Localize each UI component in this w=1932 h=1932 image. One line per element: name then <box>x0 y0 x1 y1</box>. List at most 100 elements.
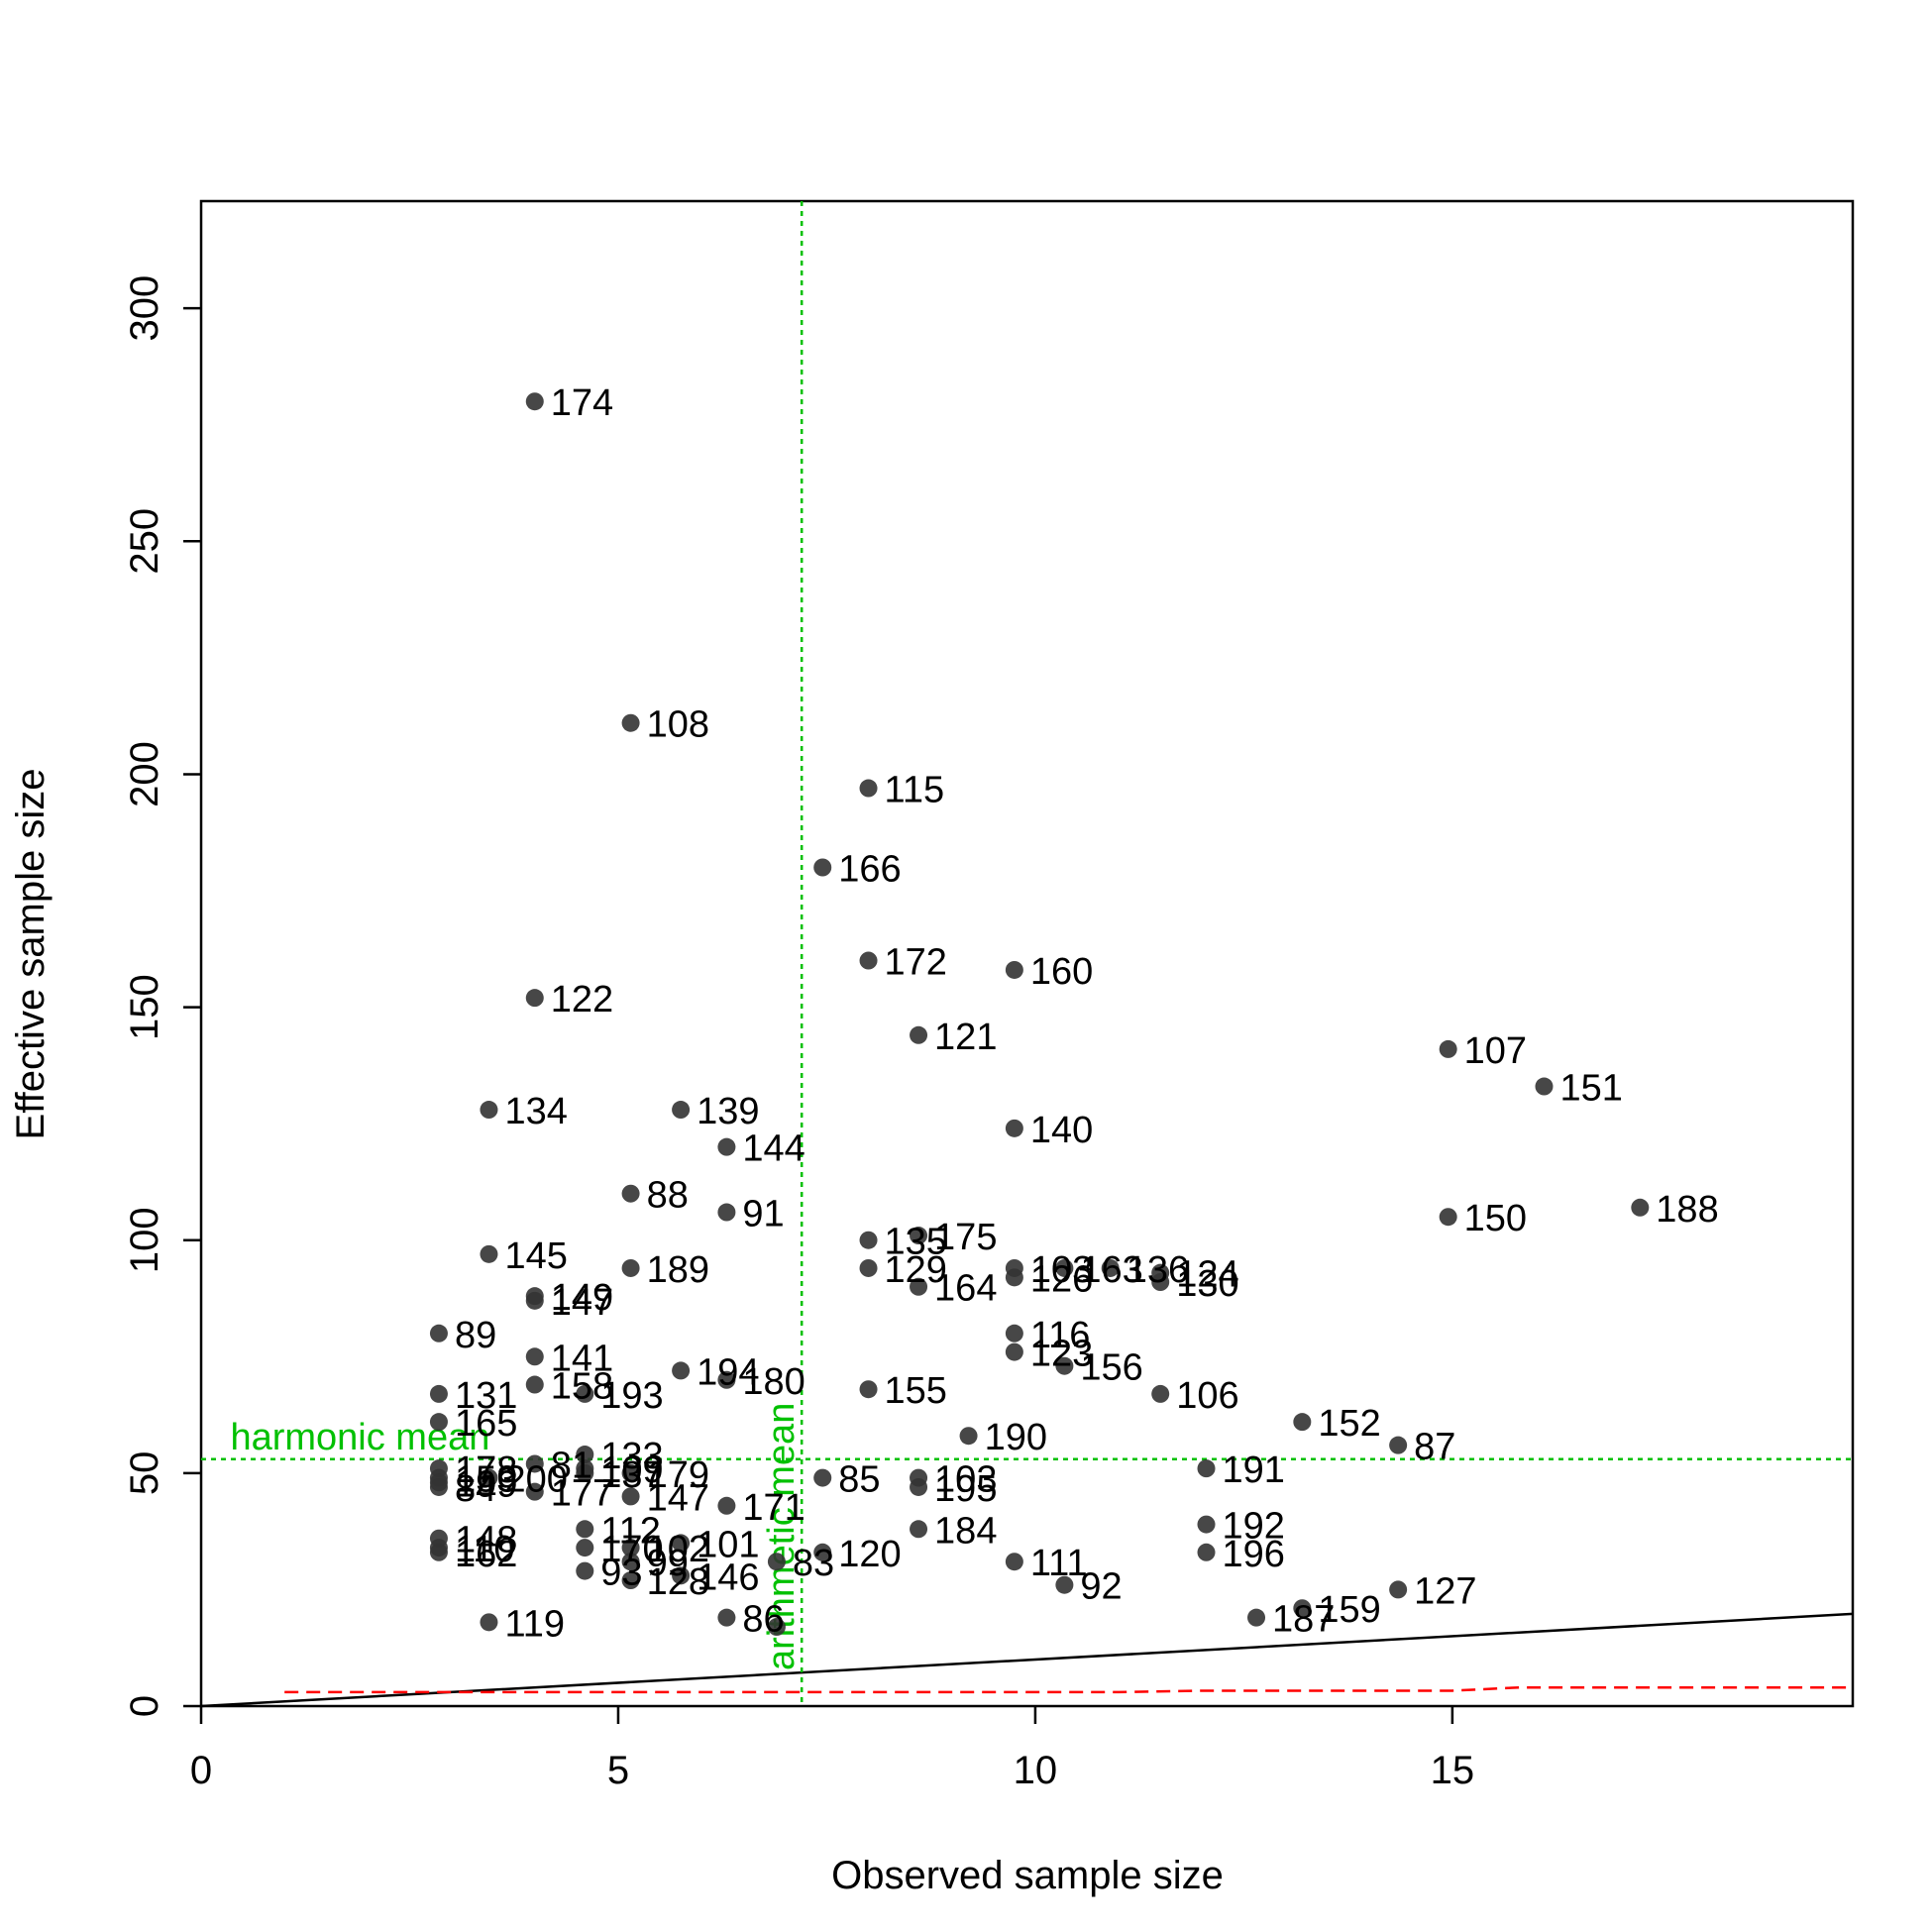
data-point <box>859 951 878 970</box>
data-point <box>959 1427 978 1446</box>
data-points <box>429 392 1650 1637</box>
point-label: 187 <box>1272 1599 1335 1641</box>
plot-area <box>199 199 1855 1708</box>
point-label: 166 <box>838 848 901 890</box>
data-point <box>1005 1119 1023 1137</box>
data-point <box>672 1101 691 1120</box>
point-label: 158 <box>551 1366 613 1408</box>
point-label: 147 <box>551 1282 613 1324</box>
point-label: 130 <box>1176 1263 1238 1305</box>
point-label: 111 <box>1030 1543 1088 1584</box>
data-point <box>910 1477 928 1496</box>
point-label: 162 <box>455 1534 517 1575</box>
identity-line <box>200 1612 1854 1708</box>
point-label: 192 <box>1223 1506 1285 1548</box>
point-label: 165 <box>455 1403 517 1445</box>
point-label: 86 <box>742 1599 784 1641</box>
point-label: 135 <box>885 1222 947 1263</box>
data-point <box>859 1380 878 1399</box>
data-point <box>910 1025 928 1044</box>
data-point <box>910 1520 928 1539</box>
data-point <box>717 1370 736 1389</box>
data-point <box>1293 1599 1312 1618</box>
data-point <box>1247 1608 1266 1627</box>
data-point <box>717 1496 736 1515</box>
harmonic-mean-label: harmonic mean <box>230 1417 489 1458</box>
data-point <box>1439 1039 1457 1058</box>
data-point <box>1005 1268 1023 1287</box>
data-point <box>672 1566 691 1585</box>
point-label: 88 <box>647 1175 689 1217</box>
point-labels: 174 108 115 166 172 160 122 121 107 151 134 139 140 1… <box>455 382 1719 1645</box>
point-label: 200 <box>504 1459 567 1501</box>
data-point <box>621 1487 640 1506</box>
point-label: 199 <box>455 1463 517 1505</box>
point-label: 91 <box>742 1194 784 1235</box>
data-point <box>1389 1436 1408 1454</box>
data-point <box>1631 1198 1650 1217</box>
point-label: 133 <box>600 1436 663 1477</box>
plot-frame <box>199 199 1855 1708</box>
reference-lines: harmonic mean arithmetic mean <box>200 201 1854 1708</box>
y-tick-label: 100 <box>123 1207 166 1273</box>
point-label: 153 <box>455 1459 517 1501</box>
data-point <box>859 779 878 798</box>
data-point <box>1055 1258 1074 1277</box>
point-label: 123 <box>1030 1334 1093 1375</box>
point-label: 189 <box>647 1249 709 1291</box>
point-label: 112 <box>600 1510 661 1552</box>
y-tick-label: 200 <box>123 741 166 807</box>
x-tick-label: 10 <box>1014 1749 1058 1792</box>
data-point <box>717 1203 736 1222</box>
y-tick-label: 150 <box>123 974 166 1040</box>
data-point <box>717 1608 736 1627</box>
data-point <box>813 1468 832 1487</box>
point-label: 156 <box>1080 1347 1142 1389</box>
x-tick-label: 5 <box>607 1749 629 1792</box>
y-tick-label: 50 <box>123 1451 166 1496</box>
data-point <box>621 1539 640 1557</box>
point-label: 144 <box>742 1128 805 1170</box>
x-tick-label: 15 <box>1431 1749 1475 1792</box>
point-label: 163 <box>1080 1249 1142 1291</box>
point-label: 171 <box>742 1487 805 1529</box>
point-label: 83 <box>793 1543 834 1584</box>
data-point <box>621 1553 640 1571</box>
point-label: 87 <box>1414 1427 1455 1468</box>
data-point <box>480 1244 498 1263</box>
data-point <box>1389 1580 1408 1599</box>
data-point <box>525 1347 544 1366</box>
point-label: 124 <box>1176 1254 1238 1296</box>
point-label: 139 <box>697 1091 759 1132</box>
data-point <box>1005 960 1023 979</box>
data-point <box>576 1520 594 1539</box>
data-point <box>1151 1384 1170 1403</box>
data-point <box>1151 1273 1170 1292</box>
point-label: 193 <box>600 1375 663 1417</box>
point-label: 121 <box>934 1017 997 1058</box>
point-label: 103 <box>1030 1249 1093 1291</box>
data-point <box>859 1258 878 1277</box>
point-label: 85 <box>838 1459 880 1501</box>
point-label: 141 <box>551 1338 613 1379</box>
data-point <box>525 392 544 411</box>
point-label: 145 <box>504 1235 567 1277</box>
data-point <box>621 1463 640 1482</box>
point-label: 180 <box>742 1361 805 1403</box>
data-point <box>1439 1208 1457 1227</box>
point-label: 101 <box>697 1524 759 1565</box>
point-label: 89 <box>455 1315 496 1356</box>
point-label: 134 <box>504 1091 567 1132</box>
point-label: 119 <box>504 1603 565 1645</box>
point-label: 190 <box>985 1417 1047 1458</box>
point-label: 196 <box>1223 1534 1285 1575</box>
y-tick-label: 300 <box>123 275 166 342</box>
point-label: 107 <box>1464 1030 1527 1072</box>
point-label: 81 <box>551 1445 592 1486</box>
point-label: 129 <box>885 1249 947 1291</box>
data-point <box>480 1613 498 1632</box>
point-label: 178 <box>455 1449 517 1491</box>
data-point <box>859 1231 878 1249</box>
